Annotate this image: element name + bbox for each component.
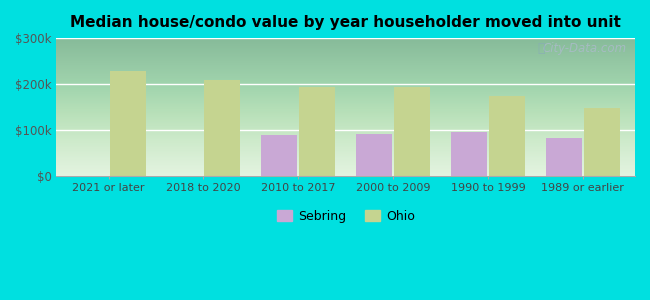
Bar: [489, 96, 525, 176]
Text: ⓘ: ⓘ: [538, 42, 545, 55]
Bar: [356, 134, 392, 176]
Legend: Sebring, Ohio: Sebring, Ohio: [272, 205, 420, 228]
Bar: [261, 135, 298, 176]
Bar: [299, 87, 335, 176]
Bar: [205, 80, 240, 176]
Bar: [394, 87, 430, 176]
Bar: [451, 132, 487, 176]
Text: City-Data.com: City-Data.com: [542, 42, 627, 55]
Bar: [110, 71, 146, 176]
Bar: [584, 108, 620, 176]
Title: Median house/condo value by year householder moved into unit: Median house/condo value by year househo…: [70, 15, 621, 30]
Bar: [546, 138, 582, 176]
